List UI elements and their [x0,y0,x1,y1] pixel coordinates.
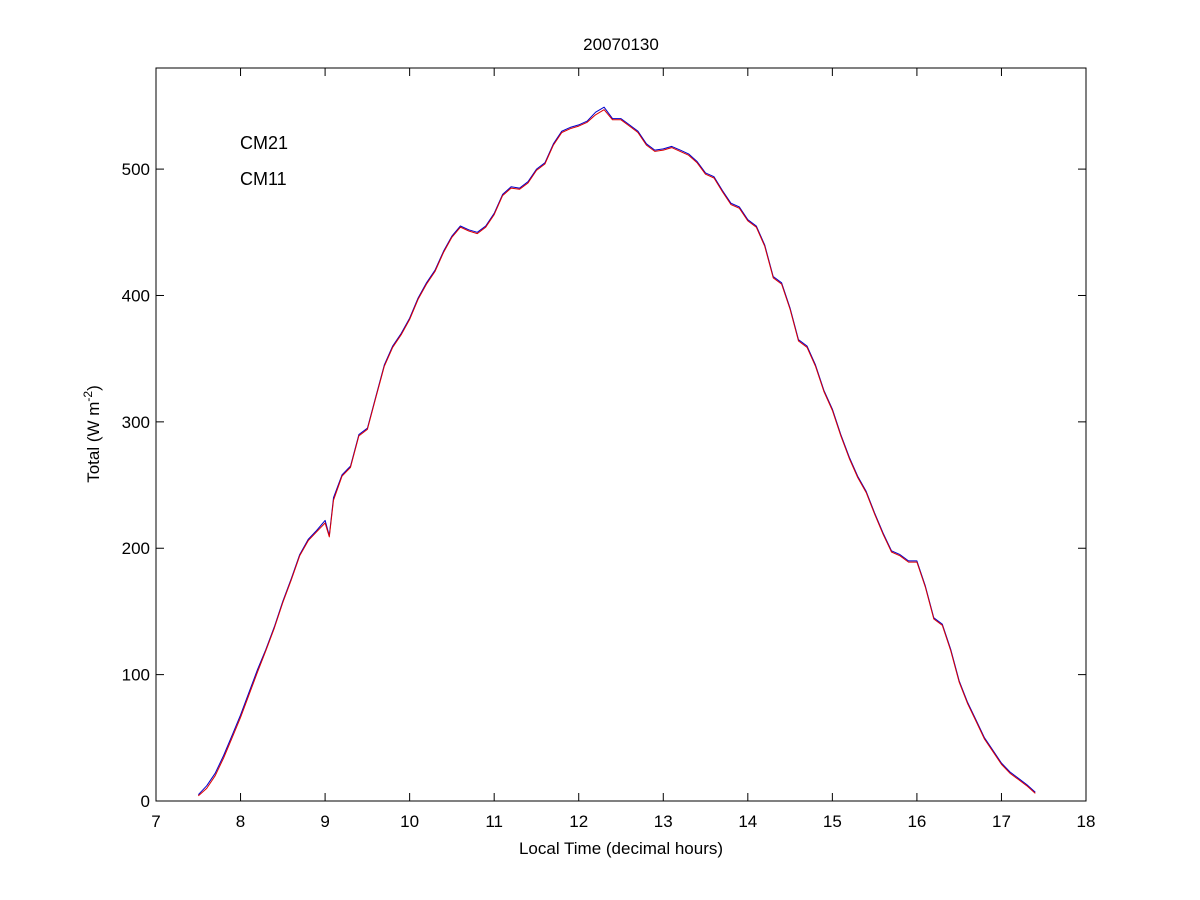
x-tick-label: 13 [654,812,673,831]
legend: CM21 CM11 [240,133,288,189]
x-tick-label: 8 [236,812,245,831]
x-tick-label: 18 [1077,812,1096,831]
x-axis-title: Local Time (decimal hours) [519,839,723,858]
x-tick-label: 14 [738,812,757,831]
y-tick-label: 0 [141,792,150,811]
x-tick-label: 12 [569,812,588,831]
y-axis-title: Total (W m-2) [81,385,103,483]
y-tick-label: 300 [122,413,150,432]
x-tick-label: 7 [151,812,160,831]
legend-label-cm21: CM21 [240,133,288,153]
y-axis-title-close: ) [84,385,103,391]
y-tick-label: 400 [122,286,150,305]
x-tick-label: 9 [320,812,329,831]
x-tick-label: 15 [823,812,842,831]
legend-label-cm11: CM11 [240,169,287,189]
y-axis-title-exponent: -2 [81,391,95,402]
y-axis: 0 100 200 300 400 500 [122,160,1086,811]
x-tick-label: 10 [400,812,419,831]
series-layer [197,106,1036,797]
chart-title: 20070130 [583,35,659,54]
plot-area-frame [155,67,1087,802]
y-tick-label: 500 [122,160,150,179]
x-axis: 7 8 9 10 11 12 13 14 15 16 17 18 [151,68,1095,831]
y-tick-label: 200 [122,539,150,558]
y-tick-label: 100 [122,666,150,685]
x-tick-label: 11 [485,812,503,831]
x-tick-label: 16 [907,812,926,831]
series-line-cm11 [197,109,1036,797]
x-tick-label: 17 [992,812,1011,831]
y-axis-title-main: Total (W m [84,402,103,483]
